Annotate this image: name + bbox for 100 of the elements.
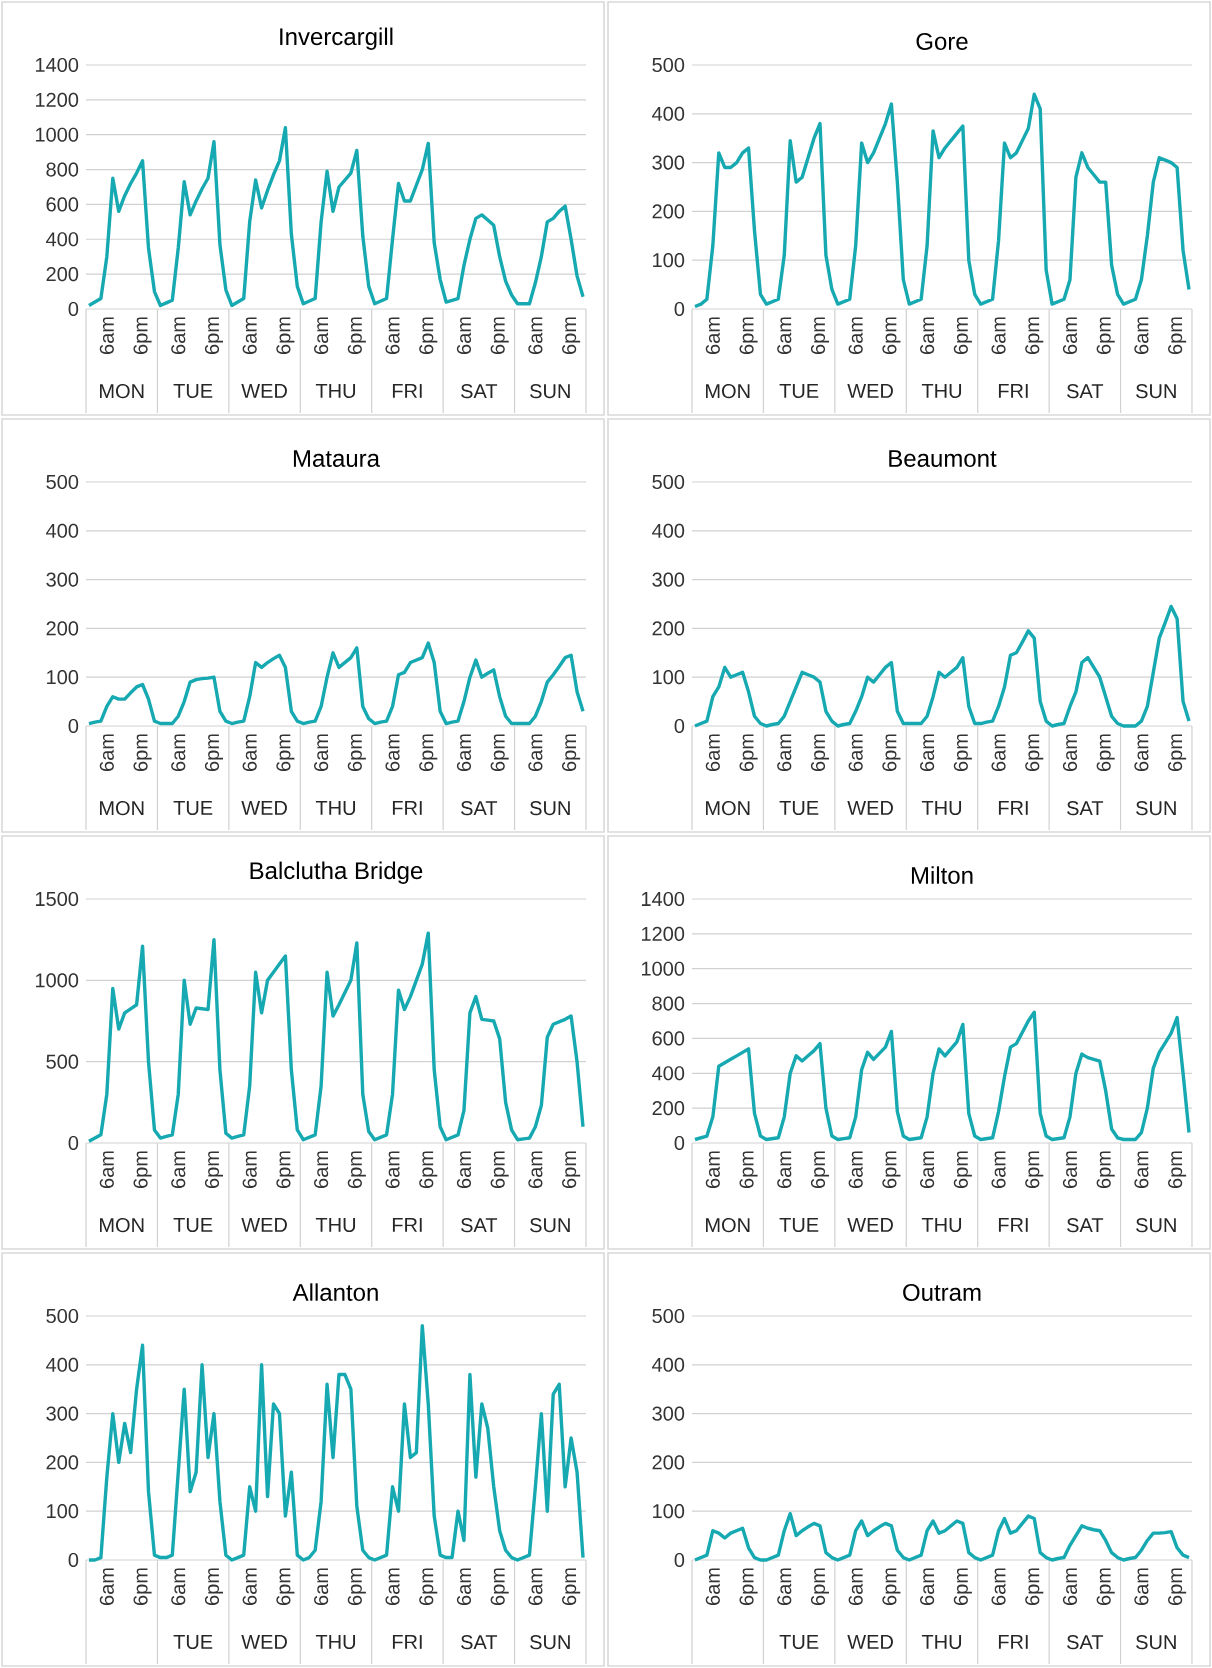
x-tick-label: 6am [99, 734, 114, 771]
chart-title: Allanton [292, 1283, 378, 1301]
x-tick-label: 6am [456, 1151, 472, 1188]
y-tick-label: 500 [652, 1308, 685, 1324]
x-tick-label: 6am [385, 734, 400, 771]
text: FRI [998, 384, 1028, 398]
text: MON [706, 384, 750, 399]
y-tick-label: 1000 [641, 961, 685, 976]
x-tick-label: 6pm [810, 1151, 830, 1188]
y-tick-label: 800 [46, 162, 79, 177]
text: SAT [1067, 384, 1104, 399]
x-tick-label: 6pm [1096, 317, 1115, 354]
text: SUN [530, 1218, 570, 1233]
y-tick-label: 1500 [35, 891, 79, 907]
x-tick-label: 6am [991, 734, 1006, 771]
x-tick-label: 6pm [810, 1568, 830, 1605]
x-tick-label: 6am [920, 1151, 935, 1188]
x-tick-label: 6pm [882, 1151, 901, 1188]
x-tick-label: 6am [848, 1568, 863, 1605]
y-tick-label: 400 [652, 106, 685, 121]
x-tick-label: 6pm [562, 1151, 581, 1188]
x-tick-label: 6pm [347, 317, 366, 354]
y-tick-label: 100 [653, 1504, 685, 1519]
x-tick-label: 6am [777, 1151, 792, 1188]
text: THU [315, 384, 356, 398]
text: TUE [779, 1218, 819, 1233]
text: SUN [1136, 1635, 1176, 1650]
text: TUE [173, 1635, 213, 1650]
text: SUN [530, 1635, 570, 1650]
y-tick-label: 300 [652, 572, 685, 587]
x-tick-label: 6am [777, 317, 792, 354]
text: WED [241, 1218, 287, 1232]
chart-title: Outram [903, 1283, 981, 1301]
x-tick-label: 6pm [1168, 734, 1187, 771]
text: MON [100, 384, 144, 399]
chart-title: Milton [911, 866, 973, 884]
x-tick-label: 6pm [204, 1568, 224, 1605]
text: WED [847, 801, 893, 815]
text: TUE [173, 384, 213, 398]
text: THU [921, 1635, 962, 1650]
y-tick-label: 200 [46, 621, 79, 636]
x-tick-label: 6am [1134, 317, 1149, 354]
x-tick-label: 6pm [276, 734, 295, 771]
text: SUN [530, 801, 570, 816]
x-tick-label: 6pm [739, 1568, 758, 1605]
x-tick-label: 6am [777, 1568, 792, 1605]
x-tick-label: 6pm [133, 317, 152, 354]
x-tick-label: 6pm [419, 317, 438, 354]
text: MON [706, 1218, 750, 1233]
text: SUN [1136, 384, 1176, 399]
x-tick-label: 6am [171, 734, 186, 771]
x-tick-label: 6pm [953, 1568, 972, 1605]
x-tick-label: 6am [777, 734, 792, 771]
y-tick-label: 300 [46, 1406, 79, 1421]
x-tick-label: 6am [385, 1151, 400, 1188]
text: MON [100, 1218, 144, 1233]
x-tick-label: 6pm [882, 734, 901, 771]
x-tick-label: 6pm [1025, 317, 1044, 354]
y-tick-label: 1000 [35, 127, 79, 142]
text: SAT [1067, 801, 1104, 816]
x-tick-label: 6am [242, 734, 257, 771]
text: THU [921, 1218, 962, 1233]
text: MON [100, 801, 144, 816]
text: SUN [1136, 1218, 1176, 1233]
x-tick-label: 6am [1062, 317, 1078, 354]
y-tick-label: 1200 [641, 926, 685, 941]
y-tick-label: 1400 [35, 57, 79, 73]
y-tick-label: 0 [68, 1552, 79, 1568]
text: TUE [779, 801, 819, 815]
text: WED [847, 384, 893, 398]
x-tick-label: 6pm [419, 734, 438, 771]
x-tick-label: 6am [1134, 1151, 1149, 1188]
x-tick-label: 6am [1062, 1151, 1078, 1188]
x-tick-label: 6pm [490, 734, 509, 771]
y-tick-label: 0 [674, 1135, 685, 1151]
y-tick-label: 100 [653, 670, 685, 685]
y-tick-label: 200 [652, 1455, 685, 1470]
x-tick-label: 6am [99, 1151, 114, 1188]
x-tick-label: 6am [314, 1568, 329, 1605]
text: FRI [998, 1635, 1028, 1649]
x-tick-label: 6pm [347, 734, 366, 771]
x-tick-label: 6am [528, 734, 543, 771]
x-tick-label: 6pm [739, 317, 758, 354]
y-tick-label: 200 [652, 1101, 685, 1116]
text: WED [241, 1635, 287, 1649]
text: SAT [461, 1218, 498, 1233]
x-tick-label: 6pm [953, 1151, 972, 1188]
text: WED [241, 801, 287, 815]
y-tick-label: 1000 [35, 973, 79, 988]
x-tick-label: 6am [991, 1151, 1006, 1188]
y-tick-label: 800 [652, 996, 685, 1011]
x-tick-label: 6am [1134, 1568, 1149, 1605]
x-tick-label: 6pm [490, 1568, 509, 1605]
y-tick-label: 1400 [641, 891, 685, 907]
y-tick-label: 0 [68, 301, 79, 317]
chart-title: Mataura [293, 450, 380, 467]
y-tick-label: 0 [674, 718, 685, 734]
text: SAT [1067, 1218, 1104, 1233]
x-tick-label: 6am [171, 317, 186, 354]
x-tick-label: 6pm [953, 734, 972, 771]
